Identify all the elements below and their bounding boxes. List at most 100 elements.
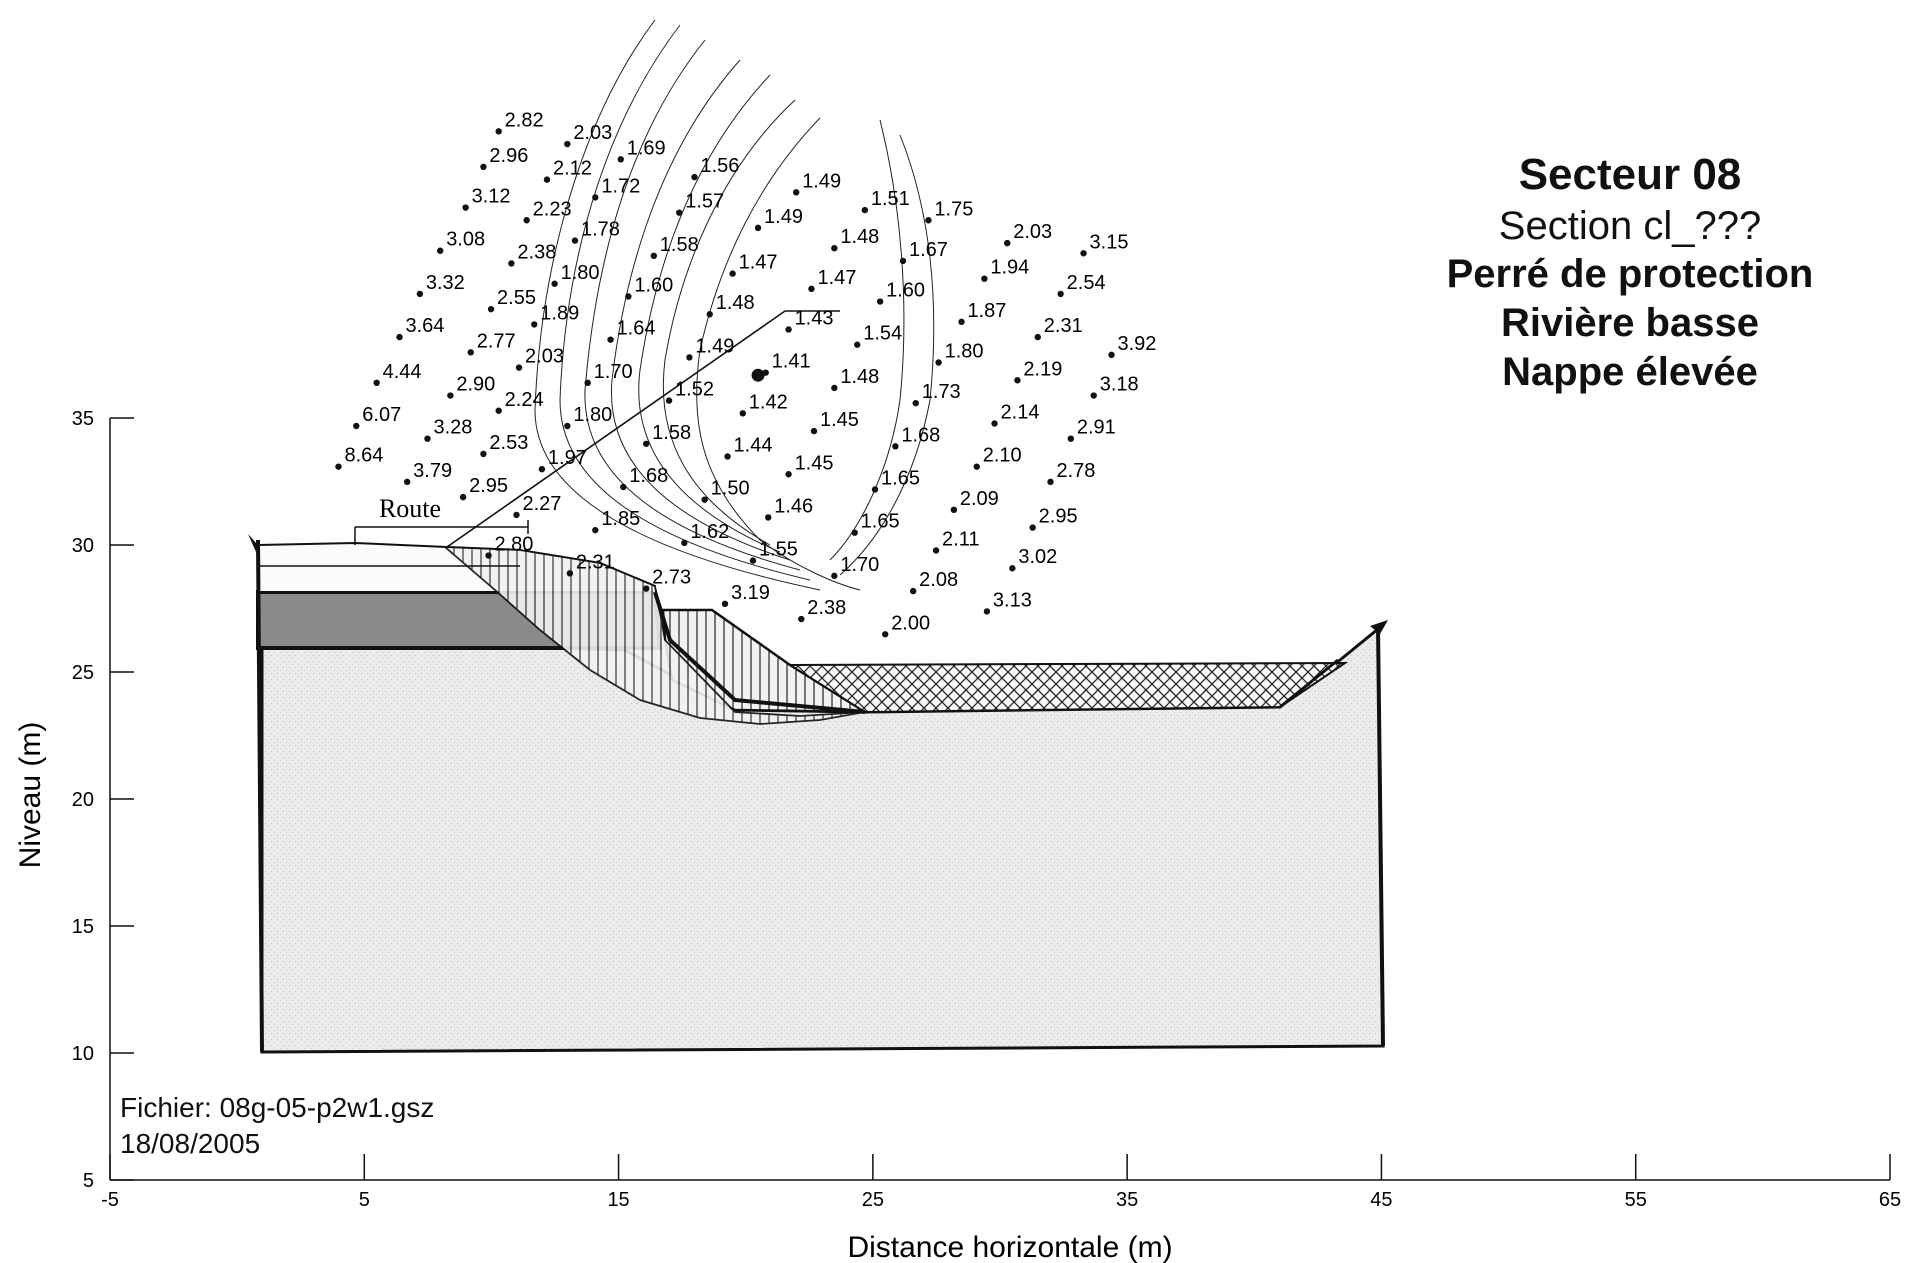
grid-point bbox=[592, 194, 599, 201]
grid-point bbox=[721, 600, 729, 607]
fs-value-label: 2.03 bbox=[525, 346, 564, 368]
grid-point bbox=[724, 453, 731, 460]
file-name: Fichier: 08g-05-p2w1.gsz bbox=[120, 1092, 435, 1123]
fs-value-label: 3.32 bbox=[426, 272, 465, 294]
fs-value-label: 3.19 bbox=[731, 582, 770, 604]
grid-point bbox=[373, 379, 380, 387]
fs-value-label: 1.69 bbox=[627, 137, 666, 159]
axes: -5 5 15 25 35 45 55 65 5 10 15 20 25 30 35 bbox=[72, 408, 1901, 1211]
grid-point bbox=[831, 572, 838, 580]
soil-geometry bbox=[248, 19, 1388, 1054]
road-label: Route bbox=[379, 494, 441, 523]
fs-value-label: 1.65 bbox=[861, 511, 900, 533]
grid-point bbox=[1034, 333, 1041, 341]
river-zone bbox=[786, 661, 1349, 714]
grid-point bbox=[396, 333, 403, 341]
grid-point bbox=[706, 311, 713, 318]
fs-value-label: 1.70 bbox=[594, 361, 633, 383]
fs-value-label: 1.85 bbox=[601, 508, 640, 530]
fs-value-label: 3.79 bbox=[413, 460, 452, 482]
grid-point bbox=[584, 379, 591, 387]
grid-point bbox=[831, 245, 838, 252]
grid-point bbox=[480, 163, 487, 171]
fs-value-label: 1.89 bbox=[540, 302, 579, 324]
grid-point bbox=[1067, 435, 1075, 442]
fs-value-label: 1.47 bbox=[739, 252, 778, 274]
grid-point bbox=[403, 478, 411, 486]
fs-value-label: 2.78 bbox=[1056, 460, 1095, 482]
grid-point bbox=[531, 321, 538, 328]
grid-point bbox=[437, 247, 444, 254]
case-line-3: Nappe élevée bbox=[1502, 350, 1758, 395]
fs-value-label: 2.14 bbox=[1001, 401, 1040, 423]
grid-point bbox=[642, 440, 650, 447]
fs-value-label: 2.90 bbox=[456, 374, 495, 396]
grid-point bbox=[551, 280, 558, 287]
fs-value-label: 1.67 bbox=[909, 239, 948, 261]
fs-value-label: 1.80 bbox=[561, 262, 600, 284]
grid-point bbox=[617, 156, 624, 163]
y-axis-title: Niveau (m) bbox=[14, 722, 47, 869]
fs-value-label: 3.64 bbox=[406, 315, 445, 337]
grid-point bbox=[1004, 239, 1011, 247]
grid-point bbox=[981, 275, 988, 282]
grid-point bbox=[676, 209, 683, 216]
case-line-2: Rivière basse bbox=[1501, 301, 1759, 346]
fs-value-label: 1.51 bbox=[871, 188, 910, 210]
x-tick-label: 55 bbox=[1625, 1189, 1647, 1211]
grid-point bbox=[798, 615, 805, 623]
fs-value-label: 1.57 bbox=[685, 191, 724, 213]
fs-value-label: 2.95 bbox=[1039, 506, 1078, 528]
fs-value-label: 3.12 bbox=[472, 186, 511, 208]
case-line-1: Perré de protection bbox=[1446, 252, 1814, 297]
x-axis-title: Distance horizontale (m) bbox=[847, 1231, 1172, 1263]
fs-value-label: 2.54 bbox=[1067, 272, 1106, 294]
fs-value-label: 1.78 bbox=[581, 219, 620, 241]
grid-point bbox=[808, 285, 815, 293]
fs-value-label: 3.13 bbox=[993, 589, 1032, 611]
fs-value-label: 8.64 bbox=[344, 445, 383, 467]
y-tick-label: 10 bbox=[72, 1043, 94, 1065]
file-info: Fichier: 08g-05-p2w1.gsz 18/08/2005 bbox=[120, 1090, 434, 1163]
fs-value-label: 2.95 bbox=[469, 475, 508, 497]
grid-point bbox=[729, 270, 736, 277]
fs-value-label: 2.73 bbox=[652, 567, 691, 589]
grid-point bbox=[831, 384, 838, 392]
fs-value-label: 3.18 bbox=[1100, 374, 1139, 396]
fs-value-label: 2.38 bbox=[807, 597, 846, 619]
grid-point bbox=[701, 496, 708, 503]
fs-value-label: 2.53 bbox=[489, 432, 528, 454]
fs-value-label: 1.48 bbox=[716, 292, 755, 314]
fs-value-label: 1.68 bbox=[901, 424, 940, 446]
grid-point bbox=[749, 557, 757, 564]
y-tick-label: 15 bbox=[72, 916, 94, 938]
grid-point bbox=[523, 217, 530, 224]
fs-value-label: 1.68 bbox=[629, 465, 668, 487]
grid-point bbox=[691, 173, 698, 181]
fs-value-label: 1.48 bbox=[840, 366, 879, 388]
fs-value-label: 1.73 bbox=[922, 381, 961, 403]
fs-value-label: 2.96 bbox=[489, 145, 528, 167]
y-tick-label: 25 bbox=[72, 662, 94, 684]
grid-point bbox=[592, 526, 599, 534]
y-tick-label: 35 bbox=[72, 408, 94, 430]
grid-point bbox=[1080, 250, 1087, 257]
grid-point bbox=[642, 585, 650, 592]
grid-point bbox=[912, 399, 919, 407]
sliding-mass bbox=[442, 545, 866, 725]
fs-value-label: 2.82 bbox=[505, 109, 544, 131]
grid-point bbox=[950, 506, 958, 514]
fs-value-label: 2.03 bbox=[1013, 221, 1052, 243]
fs-value-label: 1.50 bbox=[711, 478, 750, 500]
grid-point bbox=[754, 224, 762, 232]
y-tick-label: 5 bbox=[83, 1170, 94, 1192]
right-marker bbox=[1370, 620, 1388, 634]
safety-factor-grid: 2.82 2.03 2.96 2.12 1.69 1.56 1.49 1.72 3.12 2.23… bbox=[335, 109, 1156, 638]
fs-value-label: 1.58 bbox=[652, 422, 691, 444]
fs-contours bbox=[534, 19, 935, 591]
grid-point bbox=[467, 349, 474, 356]
fs-value-label: 1.97 bbox=[548, 447, 587, 469]
fs-value-label: 2.24 bbox=[505, 389, 544, 411]
fs-value-label: 2.09 bbox=[960, 488, 999, 510]
grid-point bbox=[543, 176, 551, 183]
